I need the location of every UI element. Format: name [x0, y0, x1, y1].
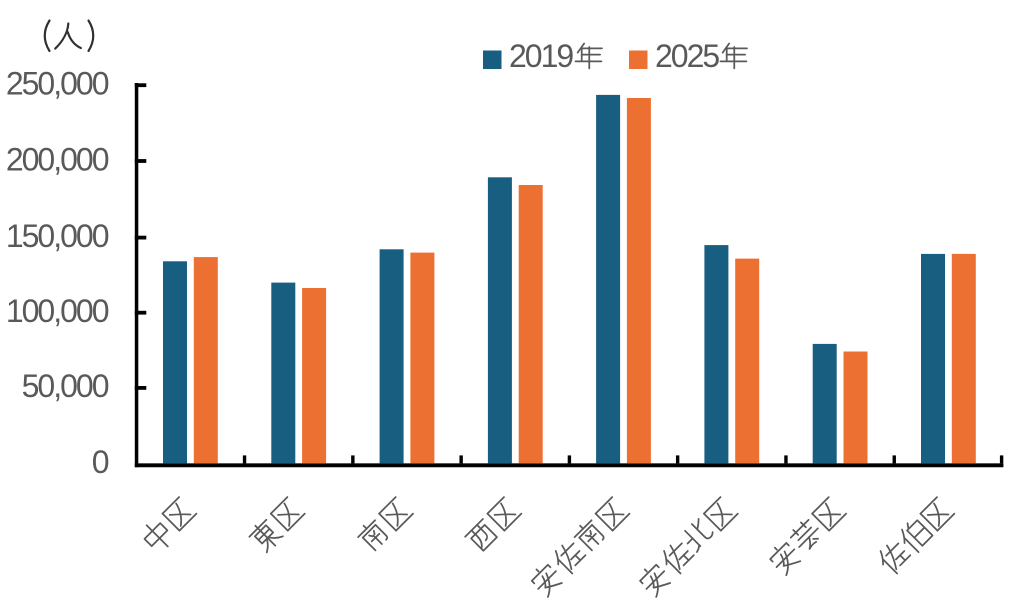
svg-text:2019: 2019 — [509, 38, 573, 74]
svg-text:100,000: 100,000 — [6, 293, 109, 329]
svg-text:150,000: 150,000 — [6, 218, 109, 254]
svg-text:250,000: 250,000 — [6, 66, 109, 102]
svg-text:50,000: 50,000 — [22, 368, 109, 404]
svg-text:200,000: 200,000 — [6, 141, 109, 177]
svg-text:2025: 2025 — [655, 38, 719, 74]
svg-text:0: 0 — [92, 444, 109, 480]
